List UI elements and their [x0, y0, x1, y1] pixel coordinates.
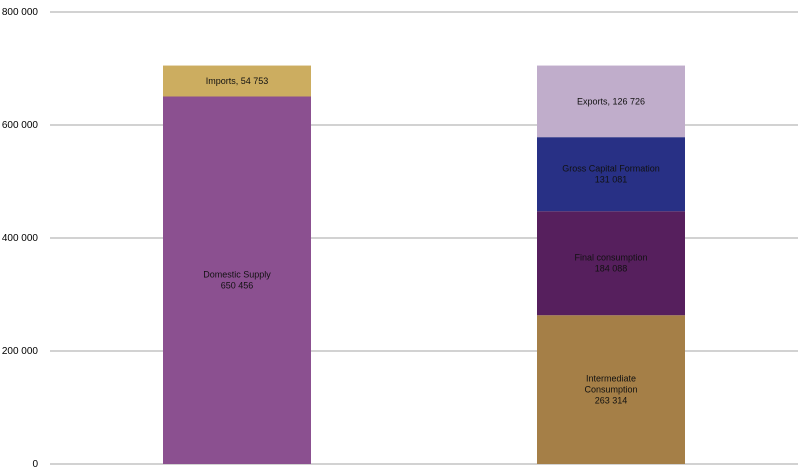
segment-label: Domestic Supply 650 456	[203, 270, 271, 291]
bars	[163, 65, 685, 464]
bar-segment	[537, 315, 685, 464]
segment-label-line: 650 456	[221, 281, 254, 291]
gridlines	[50, 11, 798, 465]
segment-labels: Domestic Supply 650 456 Imports, 54 753 Int…	[203, 76, 660, 406]
y-tick-label: 800 000	[2, 7, 39, 18]
bar-segment	[537, 137, 685, 212]
bar-segment	[537, 211, 685, 316]
segment-label: Exports, 126 726	[577, 96, 645, 106]
segment-label-line: 131 081	[595, 175, 628, 185]
segment-label-line: 184 088	[595, 264, 628, 274]
y-tick-label: 200 000	[2, 346, 39, 357]
y-axis: 0 200 000 400 000 600 000 800 000	[2, 7, 39, 470]
segment-label-line: Consumption	[584, 385, 637, 395]
bar-segment	[163, 65, 311, 97]
segment-label-line: Domestic Supply	[203, 270, 271, 280]
segment-label: Gross Capital Formation 131 081	[562, 164, 660, 185]
segment-label-line: Final consumption	[574, 253, 647, 263]
segment-label: Imports, 54 753	[206, 76, 269, 86]
segment-label-line: Exports, 126 726	[577, 96, 645, 106]
y-tick-label: 0	[32, 459, 38, 470]
bar-segment	[537, 65, 685, 138]
segment-label: Intermediate Consumption 263 314	[584, 374, 637, 406]
bar-segment	[163, 96, 311, 464]
segment-label-line: Intermediate	[586, 374, 636, 384]
y-tick-label: 400 000	[2, 233, 39, 244]
segment-label: Final consumption 184 088	[574, 253, 647, 274]
segment-label-line: 263 314	[595, 396, 628, 406]
segment-label-line: Gross Capital Formation	[562, 164, 660, 174]
segment-label-line: Imports, 54 753	[206, 76, 269, 86]
y-tick-label: 600 000	[2, 120, 39, 131]
